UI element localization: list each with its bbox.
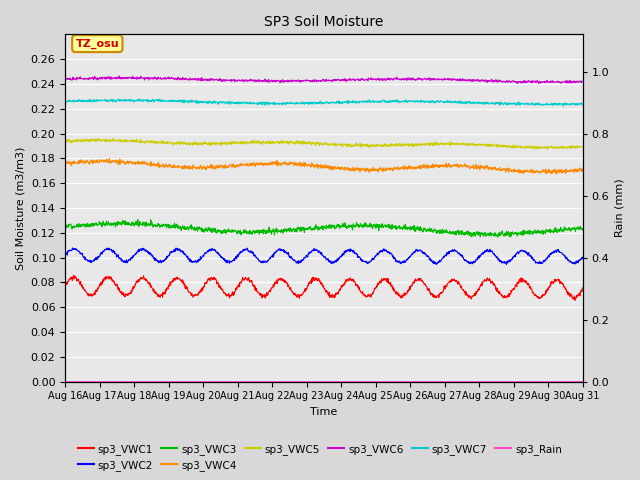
sp3_VWC1	[472, 289, 480, 295]
Y-axis label: Soil Moisture (m3/m3): Soil Moisture (m3/m3)	[15, 146, 25, 270]
sp3_VWC1	[518, 275, 525, 281]
sp3_VWC3	[235, 228, 243, 233]
sp3_VWC7	[134, 96, 142, 102]
sp3_VWC3	[518, 230, 525, 236]
sp3_VWC2	[164, 253, 172, 259]
sp3_VWC5	[177, 141, 184, 147]
sp3_VWC6	[61, 76, 69, 82]
sp3_VWC5	[61, 137, 69, 143]
sp3_VWC2	[579, 254, 586, 260]
sp3_Rain	[61, 379, 69, 384]
sp3_VWC1	[572, 298, 579, 303]
sp3_VWC1	[177, 277, 184, 283]
sp3_VWC3	[164, 222, 172, 228]
sp3_VWC1	[61, 282, 69, 288]
sp3_VWC3	[579, 226, 586, 231]
sp3_VWC7	[579, 102, 586, 108]
sp3_VWC6	[235, 77, 243, 83]
sp3_Rain	[164, 379, 172, 384]
sp3_VWC2	[433, 262, 440, 267]
sp3_VWC7	[177, 98, 184, 104]
Text: TZ_osu: TZ_osu	[76, 38, 119, 49]
sp3_VWC6	[535, 81, 543, 86]
sp3_VWC7	[235, 100, 243, 106]
sp3_VWC3	[177, 224, 184, 229]
sp3_VWC4	[472, 162, 480, 168]
sp3_Rain	[234, 379, 242, 384]
Line: sp3_VWC3: sp3_VWC3	[65, 220, 582, 237]
sp3_VWC1	[235, 284, 243, 289]
sp3_VWC5	[518, 144, 525, 150]
sp3_VWC5	[235, 139, 243, 145]
sp3_VWC4	[177, 164, 184, 170]
sp3_VWC1	[404, 288, 412, 293]
sp3_VWC1	[579, 285, 586, 291]
X-axis label: Time: Time	[310, 407, 337, 417]
Line: sp3_VWC1: sp3_VWC1	[65, 276, 582, 300]
sp3_Rain	[517, 379, 525, 384]
sp3_VWC7	[472, 99, 480, 105]
sp3_VWC6	[164, 74, 172, 80]
sp3_VWC4	[404, 165, 412, 170]
sp3_Rain	[579, 379, 586, 384]
Line: sp3_VWC7: sp3_VWC7	[65, 99, 582, 106]
sp3_VWC4	[106, 156, 113, 161]
sp3_VWC2	[518, 248, 525, 254]
sp3_VWC6	[472, 78, 480, 84]
sp3_VWC4	[579, 168, 586, 174]
sp3_VWC3	[61, 225, 69, 230]
sp3_VWC7	[61, 99, 69, 105]
Line: sp3_VWC2: sp3_VWC2	[65, 248, 582, 264]
Line: sp3_VWC6: sp3_VWC6	[65, 76, 582, 84]
sp3_VWC5	[109, 136, 117, 142]
sp3_VWC2	[235, 252, 243, 258]
sp3_VWC4	[518, 168, 525, 173]
sp3_VWC7	[404, 98, 412, 104]
sp3_VWC5	[164, 140, 172, 146]
sp3_VWC7	[164, 98, 172, 104]
Line: sp3_VWC5: sp3_VWC5	[65, 139, 582, 149]
sp3_Rain	[404, 379, 412, 384]
sp3_VWC2	[68, 245, 76, 251]
sp3_Rain	[472, 379, 479, 384]
sp3_VWC3	[494, 234, 502, 240]
sp3_VWC4	[61, 160, 69, 166]
sp3_VWC4	[235, 162, 243, 168]
sp3_VWC5	[404, 141, 412, 147]
Y-axis label: Rain (mm): Rain (mm)	[615, 179, 625, 237]
sp3_VWC1	[164, 286, 172, 292]
Line: sp3_VWC4: sp3_VWC4	[65, 158, 582, 174]
sp3_VWC6	[177, 77, 184, 83]
sp3_VWC6	[404, 76, 412, 82]
sp3_VWC5	[472, 142, 480, 148]
sp3_VWC7	[559, 103, 567, 109]
sp3_Rain	[177, 379, 184, 384]
sp3_VWC2	[61, 252, 69, 258]
sp3_VWC5	[579, 144, 586, 150]
sp3_VWC2	[404, 256, 412, 262]
sp3_VWC3	[404, 225, 412, 231]
sp3_VWC2	[472, 256, 480, 262]
sp3_VWC3	[472, 231, 480, 237]
sp3_VWC3	[134, 217, 141, 223]
sp3_VWC6	[115, 73, 123, 79]
Title: SP3 Soil Moisture: SP3 Soil Moisture	[264, 15, 383, 29]
sp3_VWC6	[579, 79, 586, 84]
sp3_VWC4	[548, 171, 556, 177]
sp3_VWC5	[543, 146, 551, 152]
sp3_VWC7	[518, 101, 525, 107]
Legend: sp3_VWC1, sp3_VWC2, sp3_VWC3, sp3_VWC4, sp3_VWC5, sp3_VWC6, sp3_VWC7, sp3_Rain: sp3_VWC1, sp3_VWC2, sp3_VWC3, sp3_VWC4, …	[74, 439, 566, 475]
sp3_VWC4	[164, 164, 172, 169]
sp3_VWC1	[70, 273, 77, 278]
sp3_VWC6	[518, 79, 525, 85]
sp3_VWC2	[177, 248, 184, 253]
